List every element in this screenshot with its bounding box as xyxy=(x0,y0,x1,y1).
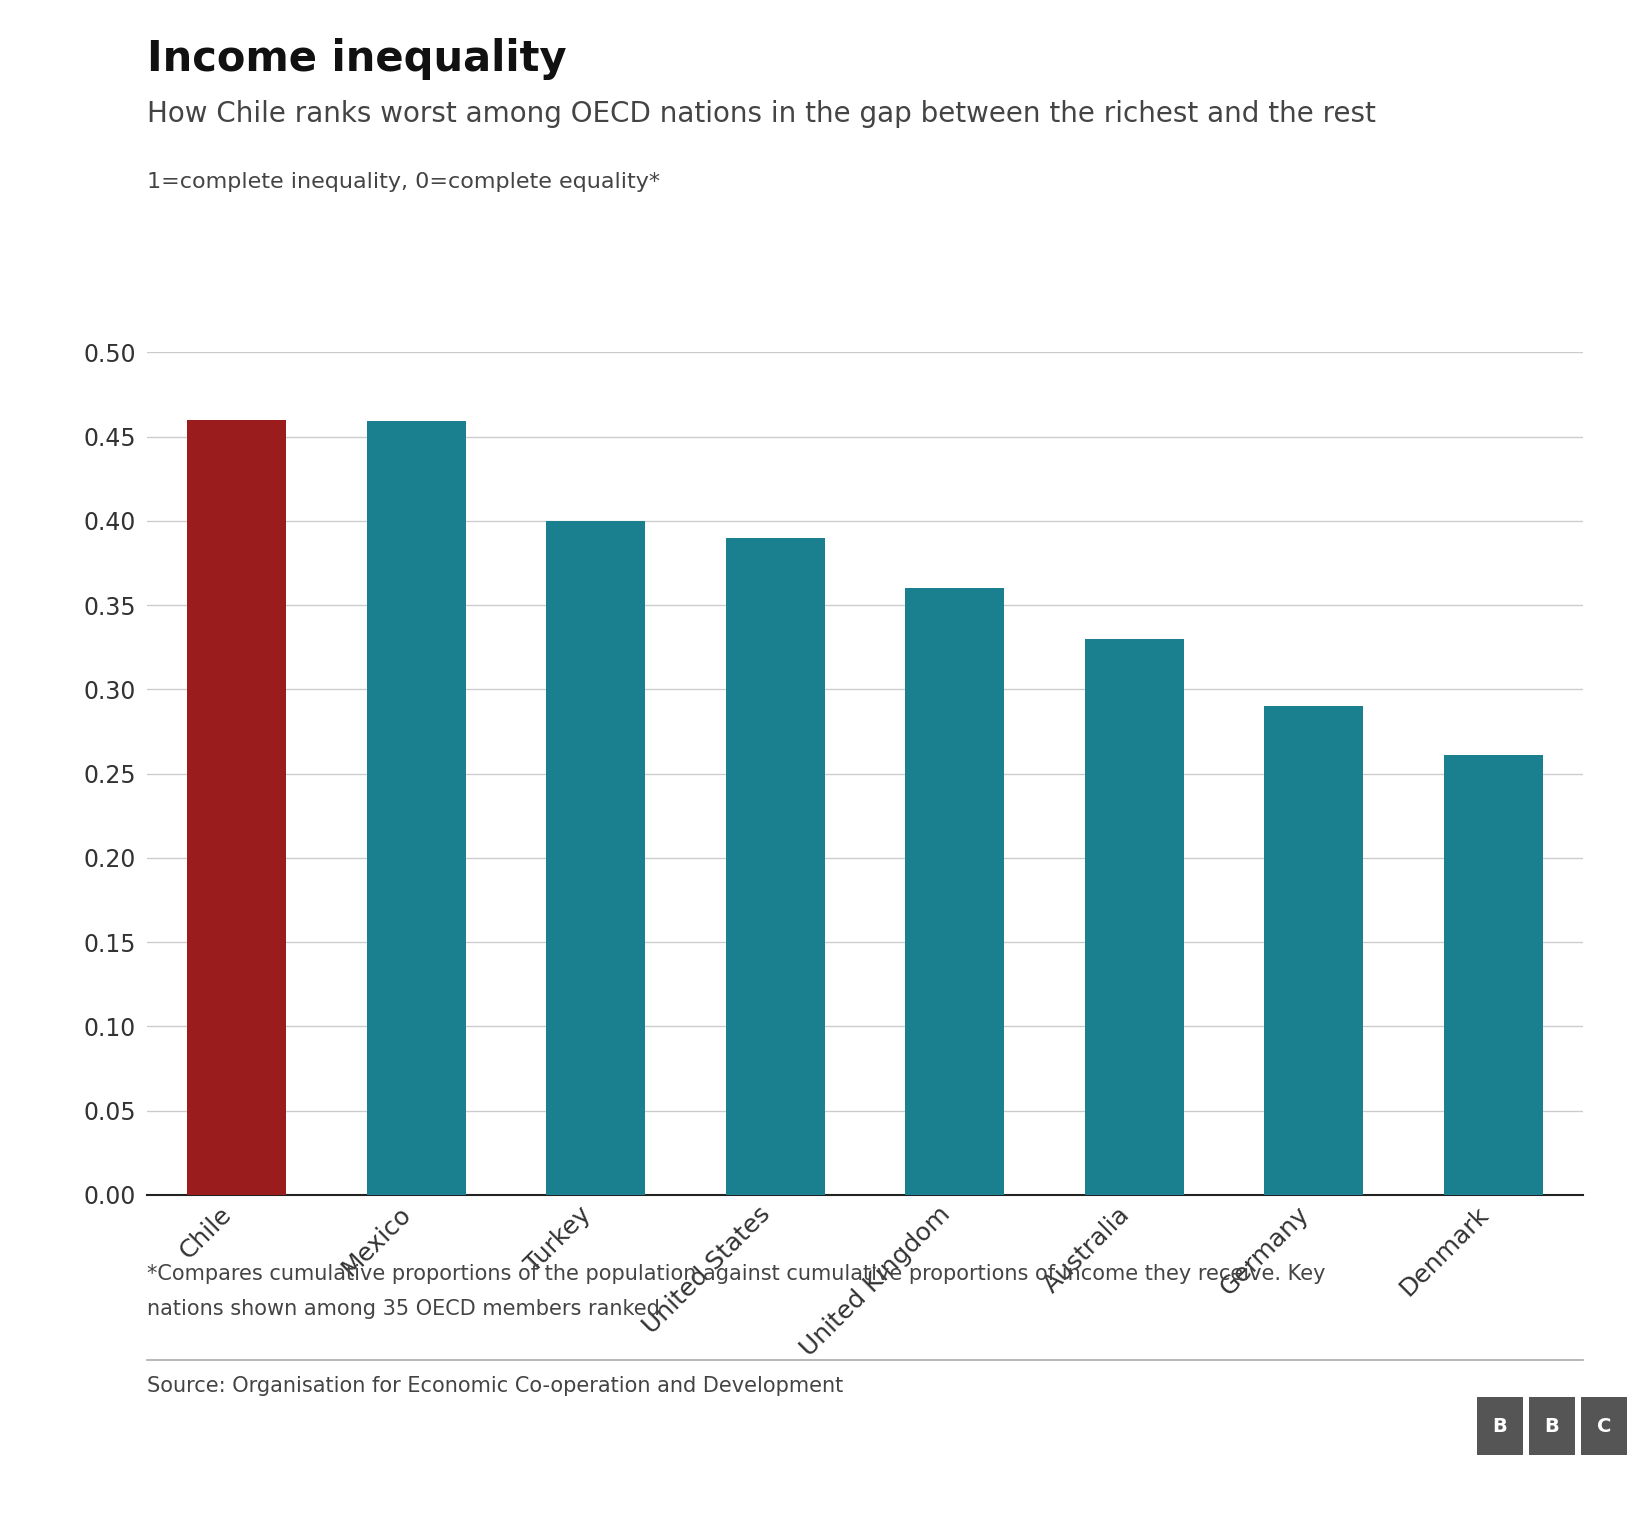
Text: C: C xyxy=(1598,1417,1611,1435)
Text: nations shown among 35 OECD members ranked: nations shown among 35 OECD members rank… xyxy=(147,1299,659,1319)
Text: Income inequality: Income inequality xyxy=(147,38,566,80)
Text: *Compares cumulative proportions of the population against cumulative proportion: *Compares cumulative proportions of the … xyxy=(147,1264,1325,1284)
Bar xyxy=(367,421,465,1195)
Bar xyxy=(906,588,1004,1195)
Bar xyxy=(726,538,824,1195)
Text: B: B xyxy=(1492,1417,1508,1435)
Text: 1=complete inequality, 0=complete equality*: 1=complete inequality, 0=complete equali… xyxy=(147,172,659,192)
Text: B: B xyxy=(1544,1417,1560,1435)
Text: How Chile ranks worst among OECD nations in the gap between the richest and the : How Chile ranks worst among OECD nations… xyxy=(147,100,1376,127)
Bar xyxy=(1265,706,1363,1195)
Bar xyxy=(1444,755,1542,1195)
Bar xyxy=(547,521,645,1195)
Text: Source: Organisation for Economic Co-operation and Development: Source: Organisation for Economic Co-ope… xyxy=(147,1376,844,1396)
Bar xyxy=(1085,639,1183,1195)
Bar xyxy=(188,420,286,1195)
